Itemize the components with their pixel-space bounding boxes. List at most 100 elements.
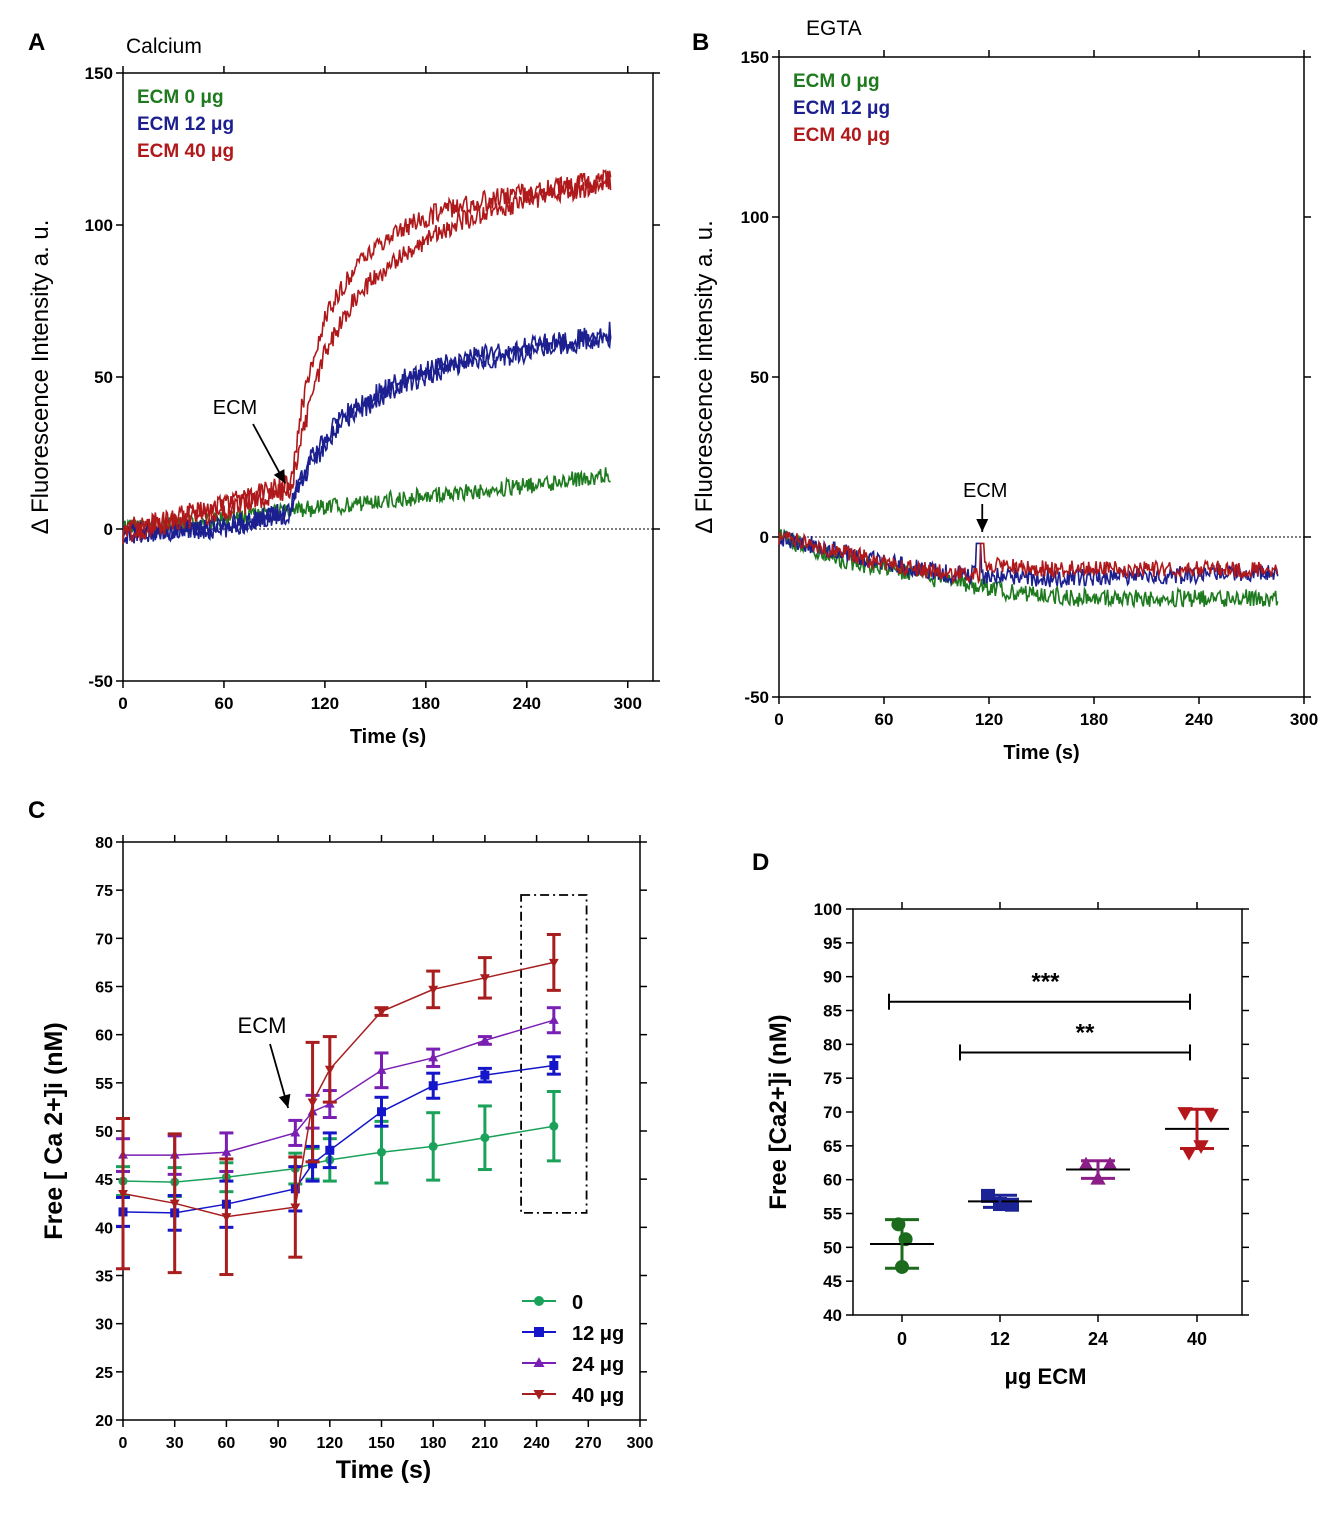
y-tick-label: 85 bbox=[823, 1002, 842, 1021]
x-tick-label: 0 bbox=[774, 710, 783, 729]
data-point bbox=[376, 1065, 387, 1074]
data-point bbox=[221, 1147, 232, 1156]
ecm-annotation: ECM bbox=[238, 1013, 287, 1038]
legend-marker bbox=[534, 1296, 544, 1306]
legend-entry: 12 μg bbox=[572, 1323, 624, 1345]
x-axis-title: μg ECM bbox=[1005, 1364, 1087, 1389]
series-line bbox=[122, 961, 554, 1218]
y-tick-label: 70 bbox=[95, 931, 113, 948]
legend-entry: ECM 12 μg bbox=[137, 114, 234, 135]
highlight-box bbox=[520, 894, 588, 1214]
x-tick-label: 300 bbox=[1290, 710, 1318, 729]
y-tick-label: 60 bbox=[823, 1171, 842, 1190]
y-tick-label: 75 bbox=[95, 883, 113, 900]
y-tick-label: 90 bbox=[823, 968, 842, 987]
x-tick-label: 120 bbox=[975, 710, 1003, 729]
ecm-arrow-head bbox=[278, 1093, 291, 1108]
x-tick-label: 240 bbox=[523, 1435, 550, 1452]
data-point bbox=[480, 1133, 490, 1143]
data-point bbox=[324, 1065, 335, 1075]
y-tick-label: 150 bbox=[85, 64, 113, 83]
y-tick-label: 0 bbox=[760, 528, 769, 547]
x-tick-label: 60 bbox=[218, 1435, 236, 1452]
panel-label-b: B bbox=[692, 29, 709, 56]
panel-label-d: D bbox=[752, 849, 769, 876]
x-tick-label: 30 bbox=[166, 1435, 184, 1452]
data-point bbox=[480, 1070, 490, 1080]
x-tick-label: 180 bbox=[420, 1435, 447, 1452]
x-tick-label: 12 bbox=[990, 1329, 1010, 1349]
y-tick-label: 20 bbox=[95, 1413, 113, 1430]
y-axis-title: Free [Ca2+]i (nM) bbox=[765, 1014, 792, 1209]
data-point bbox=[428, 1141, 438, 1151]
data-point bbox=[307, 1098, 318, 1108]
y-tick-label: 60 bbox=[95, 1028, 113, 1045]
chart-title: Calcium bbox=[126, 35, 202, 58]
data-point bbox=[290, 1203, 301, 1213]
series-trace bbox=[122, 321, 612, 543]
x-tick-label: 120 bbox=[316, 1435, 343, 1452]
data-point bbox=[221, 1213, 232, 1222]
series-trace bbox=[122, 170, 612, 545]
data-point bbox=[169, 1199, 180, 1209]
y-tick-label: 100 bbox=[85, 216, 113, 235]
x-tick-label: 0 bbox=[118, 694, 127, 713]
ecm-annotation: ECM bbox=[963, 480, 1007, 502]
x-tick-label: 60 bbox=[214, 694, 233, 713]
data-point bbox=[118, 1190, 128, 1199]
chart-title: EGTA bbox=[806, 17, 862, 40]
data-point bbox=[428, 1052, 439, 1062]
legend-entry: ECM 12 μg bbox=[793, 98, 890, 119]
panel-label-a: A bbox=[28, 29, 45, 56]
series-line bbox=[122, 1064, 554, 1214]
x-tick-label: 24 bbox=[1088, 1329, 1108, 1349]
data-point bbox=[1102, 1156, 1118, 1171]
x-tick-label: 0 bbox=[897, 1329, 907, 1349]
y-tick-label: 35 bbox=[95, 1269, 113, 1286]
x-tick-label: 240 bbox=[1185, 710, 1213, 729]
y-tick-label: 100 bbox=[814, 900, 842, 919]
y-tick-label: 50 bbox=[750, 368, 769, 387]
series-line bbox=[123, 1019, 555, 1156]
data-point bbox=[1005, 1197, 1019, 1212]
legend-entry: ECM 0 μg bbox=[137, 87, 224, 108]
y-tick-label: 55 bbox=[95, 1076, 113, 1093]
y-axis-title: Free [ Ca 2+]i (nM) bbox=[40, 1022, 68, 1239]
data-point bbox=[428, 1081, 438, 1091]
y-tick-label: 75 bbox=[823, 1069, 842, 1088]
y-tick-label: 65 bbox=[95, 980, 113, 997]
chart-panel-a: -50 0 50 100 150 0 60 120 180 240 300 Calcium ECM 0 … bbox=[27, 35, 660, 748]
y-tick-label: 50 bbox=[823, 1238, 842, 1257]
ecm-arrow-head bbox=[976, 519, 989, 532]
y-tick-label: -50 bbox=[88, 672, 113, 691]
legend-marker bbox=[533, 1390, 545, 1400]
data-point bbox=[325, 1145, 335, 1155]
y-tick-label: 80 bbox=[823, 1035, 842, 1054]
y-tick-label: 25 bbox=[95, 1365, 113, 1382]
data-point bbox=[479, 1035, 490, 1045]
x-axis-title: Time (s) bbox=[1003, 742, 1079, 764]
data-point bbox=[548, 958, 559, 968]
data-point bbox=[1181, 1147, 1197, 1161]
y-tick-label: 55 bbox=[823, 1205, 842, 1224]
data-point bbox=[549, 1121, 559, 1131]
x-tick-label: 0 bbox=[119, 1435, 128, 1452]
ecm-arrow-head bbox=[273, 469, 286, 484]
data-point bbox=[290, 1127, 301, 1137]
y-tick-label: 150 bbox=[741, 48, 769, 67]
chart-panel-b: -50 0 50 100 150 0 60 120 180 240 300 EGTA ECM 0 μg E… bbox=[691, 17, 1318, 764]
data-point bbox=[1078, 1156, 1094, 1171]
y-tick-label: 50 bbox=[95, 1124, 113, 1141]
x-tick-label: 150 bbox=[368, 1435, 395, 1452]
legend-entry: ECM 0 μg bbox=[793, 71, 880, 92]
x-tick-label: 60 bbox=[875, 710, 894, 729]
legend-marker bbox=[533, 1357, 545, 1367]
chart-panel-c: 20 25 30 35 40 45 50 55 60 65 70 75 80 0 30 60 90 120 150 1… bbox=[40, 835, 653, 1484]
legend-entry: 24 μg bbox=[572, 1354, 624, 1376]
significance-label: ** bbox=[1076, 1019, 1095, 1046]
y-axis-title: Δ Fluorescence Intensity a. u. bbox=[27, 220, 54, 535]
significance-label: *** bbox=[1031, 969, 1060, 996]
series-line bbox=[122, 1125, 554, 1183]
y-tick-label: 45 bbox=[95, 1172, 113, 1189]
